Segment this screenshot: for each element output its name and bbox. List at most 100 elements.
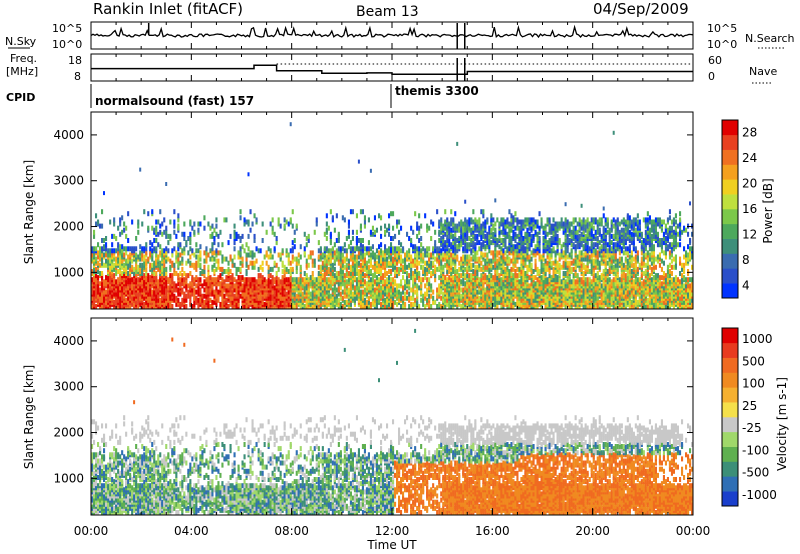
power-cell (251, 254, 254, 260)
power-cell (119, 295, 122, 301)
power-cell (247, 219, 250, 225)
power-cell (175, 258, 178, 264)
power-cell (269, 252, 272, 258)
power-cell (179, 301, 182, 307)
power-cell (313, 262, 316, 268)
power-cell (462, 297, 465, 303)
power-cell (373, 252, 376, 258)
power-cell (504, 229, 507, 235)
power-cell (396, 223, 399, 229)
power-cell (353, 262, 356, 268)
power-cell (398, 229, 401, 235)
power-cell (259, 277, 262, 283)
power-cell (486, 236, 489, 241)
power-cell (546, 264, 549, 270)
power-cell (464, 199, 467, 204)
power-cell (165, 283, 168, 289)
power-cell (261, 295, 264, 301)
power-cell (249, 260, 252, 266)
power-cell (97, 242, 100, 248)
power-cell (157, 219, 160, 225)
power-cell (185, 293, 188, 299)
power-cell (530, 269, 533, 274)
power-cell (484, 252, 487, 258)
power-cell (506, 217, 509, 223)
power-cell (396, 246, 399, 252)
power-cell (438, 258, 441, 264)
power-cell (151, 266, 154, 272)
power-cell (536, 266, 539, 272)
power-cell (107, 283, 110, 289)
power-cell (490, 213, 493, 219)
power-cell (161, 221, 164, 227)
power-cell (460, 264, 463, 270)
power-cell (161, 252, 164, 258)
power-cell (211, 250, 214, 256)
power-cell (414, 269, 417, 274)
power-cell (351, 271, 354, 276)
power-cell (371, 264, 374, 270)
power-cell (137, 264, 140, 270)
power-cell (247, 246, 250, 252)
power-cell (494, 246, 497, 252)
power-cell (384, 260, 387, 266)
power-cell (450, 217, 453, 223)
power-cell (542, 266, 545, 272)
power-cell (267, 277, 270, 283)
power-cell (452, 297, 455, 303)
power-cell (560, 301, 563, 307)
power-cell (149, 275, 152, 281)
power-cell (410, 287, 413, 293)
power-cell (341, 258, 344, 264)
power-cell (418, 213, 421, 219)
power-cell (215, 277, 218, 283)
power-cell (492, 264, 495, 270)
power-cell (410, 275, 413, 281)
power-cell (430, 260, 433, 266)
power-cell (424, 304, 427, 309)
power-cell (221, 287, 224, 293)
power-cell (365, 250, 368, 256)
power-cell (504, 238, 507, 243)
power-cell (418, 277, 421, 283)
power-cell (418, 246, 421, 252)
power-cell (101, 291, 104, 297)
power-cell (249, 209, 252, 215)
power-cell (496, 258, 499, 264)
nsky-label: N.Sky (5, 35, 37, 48)
power-cell (490, 227, 493, 233)
power-cell (500, 285, 503, 291)
power-cell (448, 258, 451, 264)
power-cell (402, 258, 405, 264)
power-cell (161, 256, 164, 262)
power-cell (95, 213, 98, 219)
power-cell (494, 242, 497, 248)
power-cell (410, 295, 413, 301)
power-cell (217, 233, 220, 239)
power-cell (518, 295, 521, 301)
power-cell (251, 264, 254, 270)
power-cell (225, 287, 228, 293)
power-cell (378, 262, 381, 268)
power-cell (95, 273, 98, 279)
power-cell (185, 304, 188, 309)
power-cell (307, 262, 310, 268)
power-cell (195, 260, 198, 266)
power-cell (480, 229, 483, 235)
power-cell (177, 242, 180, 248)
power-cell (305, 273, 308, 279)
power-cell (179, 252, 182, 258)
power-cell (510, 277, 513, 283)
power-cell (239, 246, 242, 252)
power-cell (560, 264, 563, 270)
power-cell (241, 262, 244, 268)
power-cell (508, 256, 511, 262)
power-cell (460, 227, 463, 233)
power-cell (351, 291, 354, 297)
power-cell (323, 289, 326, 295)
power-cell (345, 299, 348, 305)
power-cell (538, 244, 541, 250)
power-cell (369, 277, 372, 283)
power-cell (123, 252, 126, 258)
power-cell (175, 287, 178, 293)
